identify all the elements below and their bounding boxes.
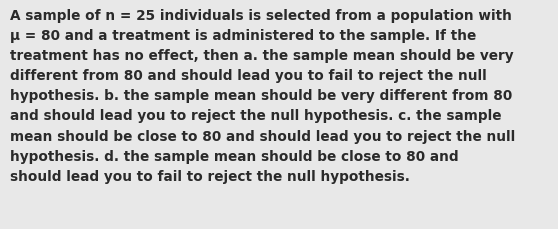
Text: A sample of n = 25 individuals is selected from a population with
μ = 80 and a t: A sample of n = 25 individuals is select… [10,9,515,183]
